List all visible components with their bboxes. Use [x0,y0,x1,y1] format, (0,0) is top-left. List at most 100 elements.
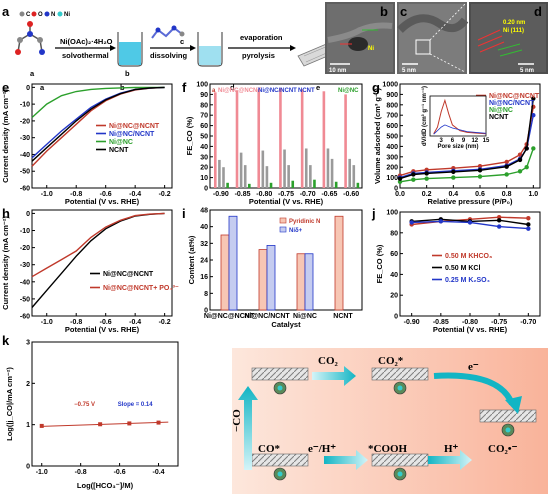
bar [334,215,344,311]
y-tick-label: 1 [26,422,30,429]
y-tick-label: 600 [386,123,398,130]
bar [228,215,238,311]
fit-line [41,421,169,427]
legend-i-swatch [279,217,287,224]
panel-g-label: g [372,80,380,95]
sub-a-label: a [30,69,35,78]
x-axis-label: Potential (V vs. RHE) [65,325,140,334]
scale-bar-c: 5 nm [402,68,416,74]
x-tick-label: -0.75 [278,191,294,198]
legend-e-entry: Ni@NC/NCNT [109,131,155,138]
panel-d: 0.20 nm Ni (111) 5 nm d [469,2,548,74]
legend-g-entry: Ni@NC/NCNT [489,100,535,107]
panel-f-label: f [182,80,187,95]
isotherm-line-point [411,172,416,177]
x-axis-label: Catalyst [271,320,301,329]
x-tick-label: -0.8 [70,319,82,326]
y-tick-label: -50 [20,296,30,303]
isotherm-line-point [531,146,536,151]
y-axis-label: Current density (mA cm⁻²) [1,216,10,310]
x-tick-label: Ni@NC [293,313,317,320]
y-tick-label: 40 [390,272,398,279]
y-tick-label: -30 [20,262,30,269]
y-axis-label: FE_CO (%) [375,244,384,283]
chart-e: -1.0 -0.8 -0.6 -0.4 -0.2 0 -10 -20 -30 -40 -50 -60 P… [1,83,173,206]
y-tick-label: 20 [200,165,208,172]
y-tick-label: 500 [386,134,398,141]
y-tick-label: 3 [26,340,30,347]
x-axis-label: Potential (V vs. RHE) [433,325,508,334]
bar [248,183,251,188]
panel-e-sublabel-a: a [40,83,45,92]
data-point [39,423,44,428]
bar [330,158,334,188]
isotherm-line-point [397,176,403,181]
hplus-label: H⁺ [444,443,459,455]
isotherm-line-point [424,176,429,181]
catalyst-strip-2 [371,367,429,395]
isotherm-line-point [424,171,429,176]
isotherm-line-point [411,177,416,182]
y-tick-label: 40 [200,144,208,151]
bar [309,165,312,188]
x-tick-label: -1.0 [41,319,53,326]
y-tick-label: 0 [394,314,398,321]
panel-i-label: i [182,206,186,221]
y-tick-label: 16 [200,274,208,281]
fe-line-point [496,224,502,229]
x-tick-label: -0.4 [129,319,141,326]
x-tick-label: 1.0 [528,191,538,198]
x-tick-label: 0.6 [475,191,485,198]
bar [265,166,269,188]
atom-c: C [26,12,31,18]
legend-g-entry: Ni@NC [489,107,513,114]
y-tick-label: 50 [200,134,208,141]
precursor-molecule-icon [15,21,45,55]
y-tick-label: -60 [20,186,30,193]
carbon-atom-icon [19,11,25,17]
y-tick-label: 0 [26,211,30,218]
scale-bar-b: 10 nm [329,68,346,74]
x-tick-label: -0.2 [159,319,171,326]
arrow-up-icon [238,386,258,470]
isotherm-line-point [477,174,483,179]
co-release-label: −CO [231,409,243,432]
x-tick-label: -1.0 [41,191,53,198]
bar [326,148,330,188]
x-tick-label: -0.70 [300,191,316,198]
y-tick-label: 0 [204,308,208,315]
panel-c-label: c [400,4,407,19]
y-tick-label: 0 [394,186,398,193]
inset-y-label: dV/dD (cm³ g⁻¹ nm⁻¹) [421,86,428,146]
lattice-plane: Ni (111) [503,28,524,34]
nickel-atom-icon [57,11,63,17]
co2-label: CO₂ [318,355,339,367]
x-tick-label: -0.6 [100,319,112,326]
legend-g-entry: NCNT [489,114,509,121]
chart-f: 0 10 20 30 40 50 60 70 80 90 100 -0.90 -0.85 -0.80 -0.… [185,82,363,206]
y-tick-label: 32 [200,241,208,248]
y-axis-label: Current density (mA cm⁻²) [1,89,10,183]
y-tick-label: 90 [200,92,208,99]
x-tick-label: NCNT [333,313,353,320]
legend-i-entry: Pyridinic N [289,219,320,225]
x-tick-label: -0.90 [404,319,420,326]
panel-j-label: j [371,206,376,221]
x-tick-label: Ni@NC@NCNT [204,313,255,320]
co-adsorbed-label: CO* [258,443,281,455]
y-tick-label: -60 [20,314,30,321]
chart-j: -0.90 -0.85 -0.80 -0.75 -0.70 0 20 40 60 80 100 Pot… [375,210,541,334]
bar [266,245,276,311]
bar [279,88,282,188]
isotherm-line [399,148,534,183]
x-tick-label: -0.75 [491,319,507,326]
x-tick-label: -0.6 [114,469,126,476]
isotherm-line-point [517,157,523,163]
beaker-icon [117,32,143,67]
cooh-label: *COOH [368,443,408,455]
y-tick-label: 60 [200,123,208,130]
y-tick-label: 10 [200,175,208,182]
bar [304,148,308,188]
legend-j-entry: 0.25 M K₂SO₄ [445,277,490,284]
